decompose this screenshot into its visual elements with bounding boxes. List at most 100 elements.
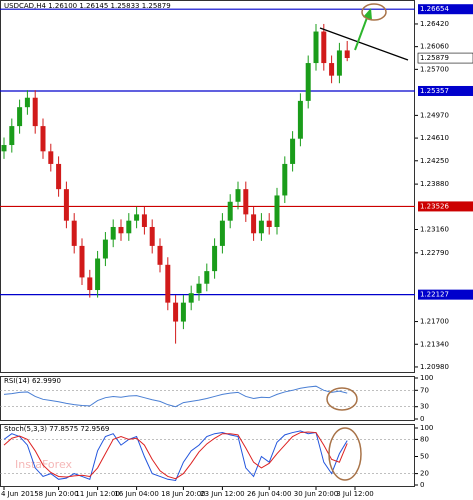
y-tick-label: 1.20980 <box>420 363 449 371</box>
indicator-line <box>3 431 348 480</box>
candle-body <box>71 220 77 246</box>
trend-line <box>319 27 409 61</box>
candle-body <box>204 271 210 284</box>
x-tick-label: 16 Jun 04:00 <box>114 490 158 498</box>
y-tick-label: 70 <box>420 386 429 394</box>
candle-body <box>313 31 319 64</box>
candle-body <box>212 245 218 272</box>
candle-body <box>274 195 280 227</box>
main-frame <box>0 0 415 373</box>
rsi-frame <box>0 376 415 421</box>
candle-body <box>219 220 225 246</box>
candle-body <box>149 226 155 246</box>
y-tick-label: 1.21340 <box>420 340 449 348</box>
candle-body <box>329 63 335 76</box>
x-tick-label: 18 Jun 20:00 <box>161 490 205 498</box>
candle-body <box>17 107 23 127</box>
candle-body <box>134 214 140 221</box>
x-tick-label: 23 Jun 12:00 <box>200 490 244 498</box>
candle-body <box>227 201 233 221</box>
chart-title: USDCAD,H4 1.26100 1.26145 1.25833 1.2587… <box>4 2 171 10</box>
stoch-title: Stoch(5,3,3) 77.8575 72.9569 <box>4 425 109 433</box>
candle-body <box>188 293 194 303</box>
candle-body <box>282 163 288 196</box>
y-tick-label: 100 <box>420 374 433 382</box>
level-label-bg <box>418 85 473 96</box>
candle-body <box>321 31 327 64</box>
last-price-label: 1.25879 <box>420 54 449 62</box>
level-label: 1.26654 <box>420 5 449 13</box>
level-label-bg <box>418 4 473 15</box>
y-tick-label: 1.21700 <box>420 318 449 326</box>
candle-body <box>141 214 147 227</box>
y-tick-label: 1.22790 <box>420 249 449 257</box>
candle-body <box>63 189 69 221</box>
candle-body <box>40 126 46 152</box>
candle-body <box>87 277 93 291</box>
y-tick-label: 1.26060 <box>420 43 449 51</box>
y-tick-label: 1.24970 <box>420 111 449 119</box>
x-tick-label: 30 Jun 20:00 <box>294 490 338 498</box>
candle-body <box>118 226 124 234</box>
candle-body <box>157 245 163 265</box>
candle-body <box>180 302 186 322</box>
candle-body <box>297 100 303 139</box>
candle-body <box>102 239 108 259</box>
y-tick-label: 1.24610 <box>420 134 449 142</box>
level-label: 1.22127 <box>420 291 449 299</box>
highlight-ellipse <box>361 3 387 21</box>
level-label: 1.25357 <box>420 87 449 95</box>
candle-body <box>1 145 7 152</box>
candle-body <box>305 63 311 101</box>
rsi-title: RSI(14) 62.9990 <box>4 377 61 385</box>
y-tick-label: 20 <box>420 470 429 478</box>
candle-body <box>9 126 15 146</box>
y-tick-label: 1.26420 <box>420 20 449 28</box>
candle-body <box>243 189 249 215</box>
last-price-bg <box>417 52 473 64</box>
x-tick-label: 26 Jun 04:00 <box>247 490 291 498</box>
candle-body <box>126 220 132 234</box>
candle-body <box>344 50 350 59</box>
candle-body <box>48 151 54 164</box>
candle-body <box>173 302 179 322</box>
marks: 1.26420 1.26060 1.25700 1.24970 1.24610 1.242… <box>0 4 473 498</box>
level-label: 1.23526 <box>420 202 449 210</box>
candle-body <box>56 163 62 190</box>
level-label-bg <box>418 201 473 212</box>
stoch-frame <box>0 424 415 487</box>
candle-body <box>266 220 272 227</box>
y-tick-label: 80 <box>420 435 429 443</box>
level-label-bg <box>418 289 473 300</box>
candle-body <box>24 97 30 108</box>
y-tick-label: 0 <box>420 481 424 489</box>
highlight-ellipse <box>326 387 358 411</box>
y-tick-label: 1.23880 <box>420 180 449 188</box>
x-tick-label: 3 Jul 12:00 <box>336 490 374 498</box>
indicator-line <box>3 430 348 481</box>
candle-body <box>110 226 116 240</box>
x-tick-label: 8 Jun 20:00 <box>39 490 79 498</box>
candle-body <box>258 220 264 234</box>
y-tick-label: 50 <box>420 453 429 461</box>
y-tick-label: 0 <box>420 415 424 423</box>
candle-body <box>165 264 171 303</box>
candle-body <box>196 283 202 294</box>
x-tick-label: 4 Jun 2015 <box>1 490 39 498</box>
candle-body <box>235 189 241 202</box>
highlight-ellipse <box>328 427 362 481</box>
indicator-line <box>3 385 348 408</box>
y-tick-label: 30 <box>420 403 429 411</box>
y-tick-label: 1.25700 <box>420 65 449 73</box>
x-tick-label: 11 Jun 12:00 <box>75 490 119 498</box>
y-tick-label: 100 <box>420 424 433 432</box>
candle-body <box>336 50 342 76</box>
candle-body <box>32 97 38 127</box>
candle-body <box>95 258 101 291</box>
y-tick-label: 1.24250 <box>420 157 449 165</box>
watermark: InstaForex <box>15 458 73 471</box>
y-tick-label: 1.23160 <box>420 226 449 234</box>
candle-body <box>290 138 296 164</box>
candle-body <box>251 214 257 234</box>
